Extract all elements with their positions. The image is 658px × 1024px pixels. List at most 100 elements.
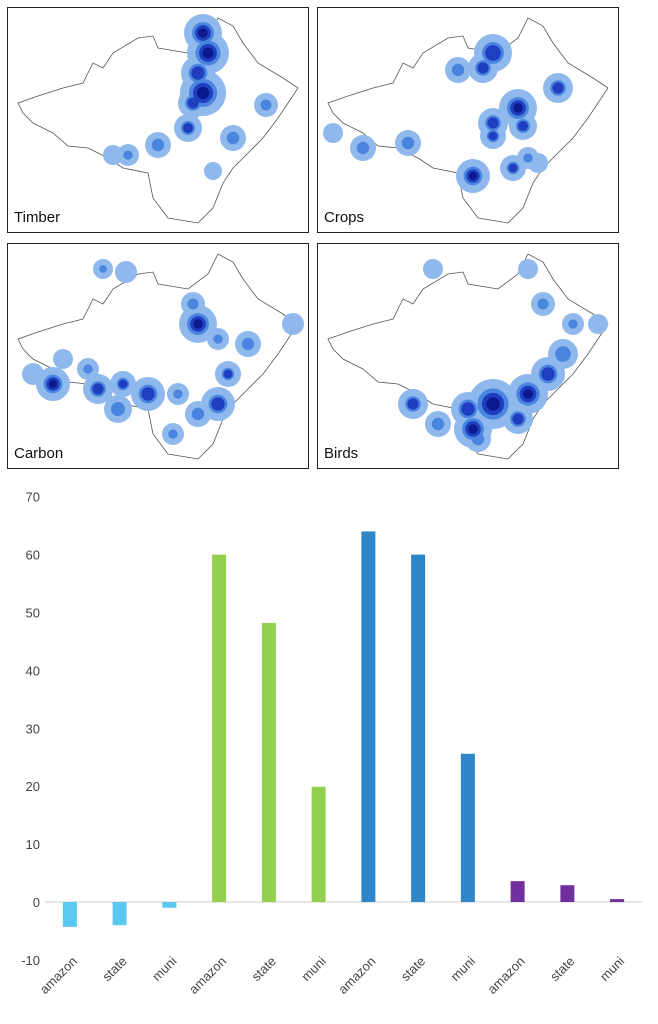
y-tick-label: -10: [21, 953, 40, 968]
density-blob: [513, 103, 523, 113]
density-blob: [103, 145, 123, 165]
density-blob: [48, 379, 58, 389]
density-blob: [522, 388, 534, 400]
density-blob: [485, 45, 501, 61]
density-layer: [398, 259, 608, 452]
density-blob: [356, 141, 370, 155]
x-tick-label: state: [248, 954, 279, 985]
density-blob: [512, 413, 524, 425]
bar-amazon: [62, 902, 77, 927]
y-tick-label: 70: [26, 490, 40, 505]
density-blob: [486, 397, 500, 411]
density-layer: [22, 259, 304, 445]
density-blob: [508, 163, 518, 173]
map-label: Crops: [324, 209, 365, 226]
bar-amazon: [361, 531, 376, 902]
amazon-map: [323, 17, 609, 224]
x-tick-label: amazon: [186, 954, 229, 997]
y-tick-label: 40: [26, 663, 40, 678]
region-outline: [17, 17, 299, 224]
density-blob: [461, 402, 475, 416]
density-blob: [431, 417, 445, 431]
map-panel-timber: Timber: [7, 7, 309, 233]
density-blob: [118, 379, 128, 389]
amazon-map: [327, 253, 609, 460]
density-blob: [115, 261, 137, 283]
density-blob: [53, 349, 73, 369]
density-blob: [226, 131, 240, 145]
x-tick-label: amazon: [37, 954, 80, 997]
density-blob: [518, 259, 538, 279]
map-panel-birds: Birds: [317, 243, 619, 469]
density-blob: [423, 259, 443, 279]
bar-muni: [610, 899, 625, 902]
density-blob: [151, 138, 165, 152]
region-outline: [327, 17, 609, 224]
x-tick-label: state: [547, 954, 578, 985]
density-blob: [187, 298, 199, 310]
bar-muni: [162, 902, 177, 908]
density-blob: [588, 314, 608, 334]
density-blob: [173, 389, 183, 399]
density-blob: [204, 162, 222, 180]
x-tick-label: muni: [447, 953, 478, 984]
density-blob: [323, 123, 343, 143]
density-blob: [488, 131, 498, 141]
x-tick-label: amazon: [335, 954, 378, 997]
density-blob: [22, 363, 44, 385]
map-label: Birds: [324, 445, 359, 462]
density-blob: [541, 367, 555, 381]
density-blob: [182, 122, 194, 134]
density-blob: [468, 171, 478, 181]
density-blob: [477, 62, 489, 74]
x-tick-label: muni: [597, 953, 628, 984]
bar-state: [261, 622, 276, 902]
x-tick-label: state: [99, 954, 130, 985]
density-blob: [141, 387, 155, 401]
density-blob: [407, 398, 419, 410]
density-blob: [191, 66, 205, 80]
density-blob: [537, 298, 549, 310]
bar-amazon: [510, 881, 525, 902]
density-blob: [517, 120, 529, 132]
y-tick-label: 50: [26, 606, 40, 621]
density-blob: [401, 136, 415, 150]
x-tick-label: amazon: [484, 954, 527, 997]
density-blob: [241, 337, 255, 351]
y-tick-label: 60: [26, 548, 40, 563]
density-blob: [487, 117, 499, 129]
density-blob: [99, 265, 107, 273]
y-tick-label: 20: [26, 779, 40, 794]
density-blob: [552, 82, 564, 94]
density-blob: [110, 401, 126, 417]
bar-muni: [311, 786, 326, 902]
density-blob: [196, 86, 210, 100]
density-blob: [555, 346, 571, 362]
map-label: Carbon: [14, 445, 64, 462]
y-tick-label: 10: [26, 837, 40, 852]
amazon-map: [17, 253, 304, 460]
density-blob: [198, 28, 208, 38]
map-panel-crops: Crops: [317, 7, 619, 233]
density-blob: [123, 150, 133, 160]
x-tick-label: muni: [298, 953, 329, 984]
map-label: Timber: [14, 209, 61, 226]
bar-state: [112, 902, 127, 926]
density-blob: [568, 319, 578, 329]
density-blob: [468, 424, 478, 434]
density-blob: [282, 313, 304, 335]
map-panel-carbon: Carbon: [7, 243, 309, 469]
density-blob: [168, 429, 178, 439]
density-blob: [191, 407, 205, 421]
density-blob: [213, 334, 223, 344]
density-blob: [260, 99, 272, 111]
density-blob: [211, 397, 225, 411]
y-tick-label: 30: [26, 721, 40, 736]
bar-state: [560, 885, 575, 902]
y-tick-label: 0: [33, 895, 40, 910]
amazon-map: [17, 14, 299, 224]
x-tick-label: muni: [149, 953, 180, 984]
density-blob: [223, 369, 233, 379]
density-blob: [451, 63, 465, 77]
bar-state: [411, 554, 426, 902]
